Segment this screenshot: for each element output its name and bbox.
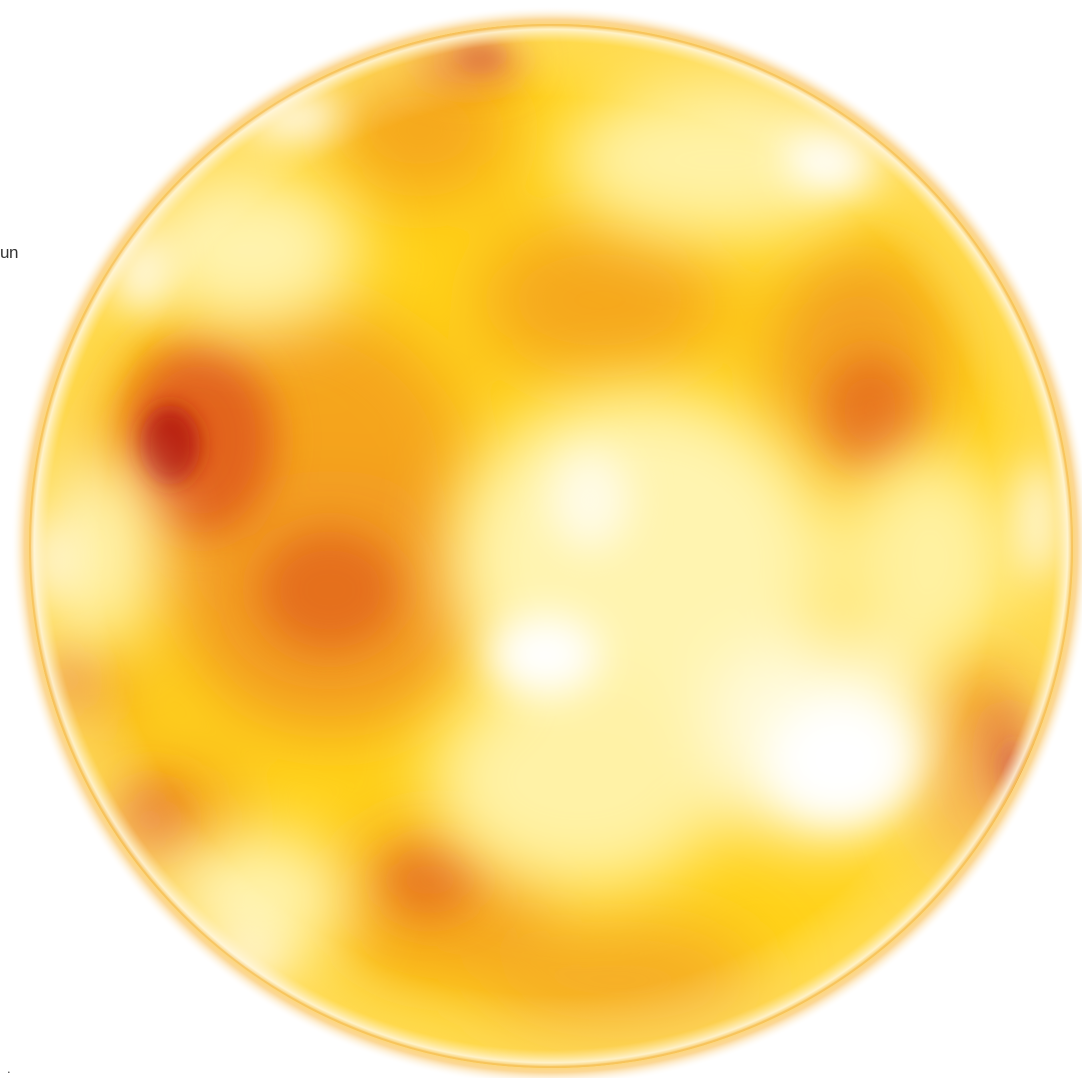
bottom-stray-mark: . <box>7 1061 11 1076</box>
cropped-edge-text: un <box>0 243 18 262</box>
limb-edge <box>29 24 1073 1068</box>
